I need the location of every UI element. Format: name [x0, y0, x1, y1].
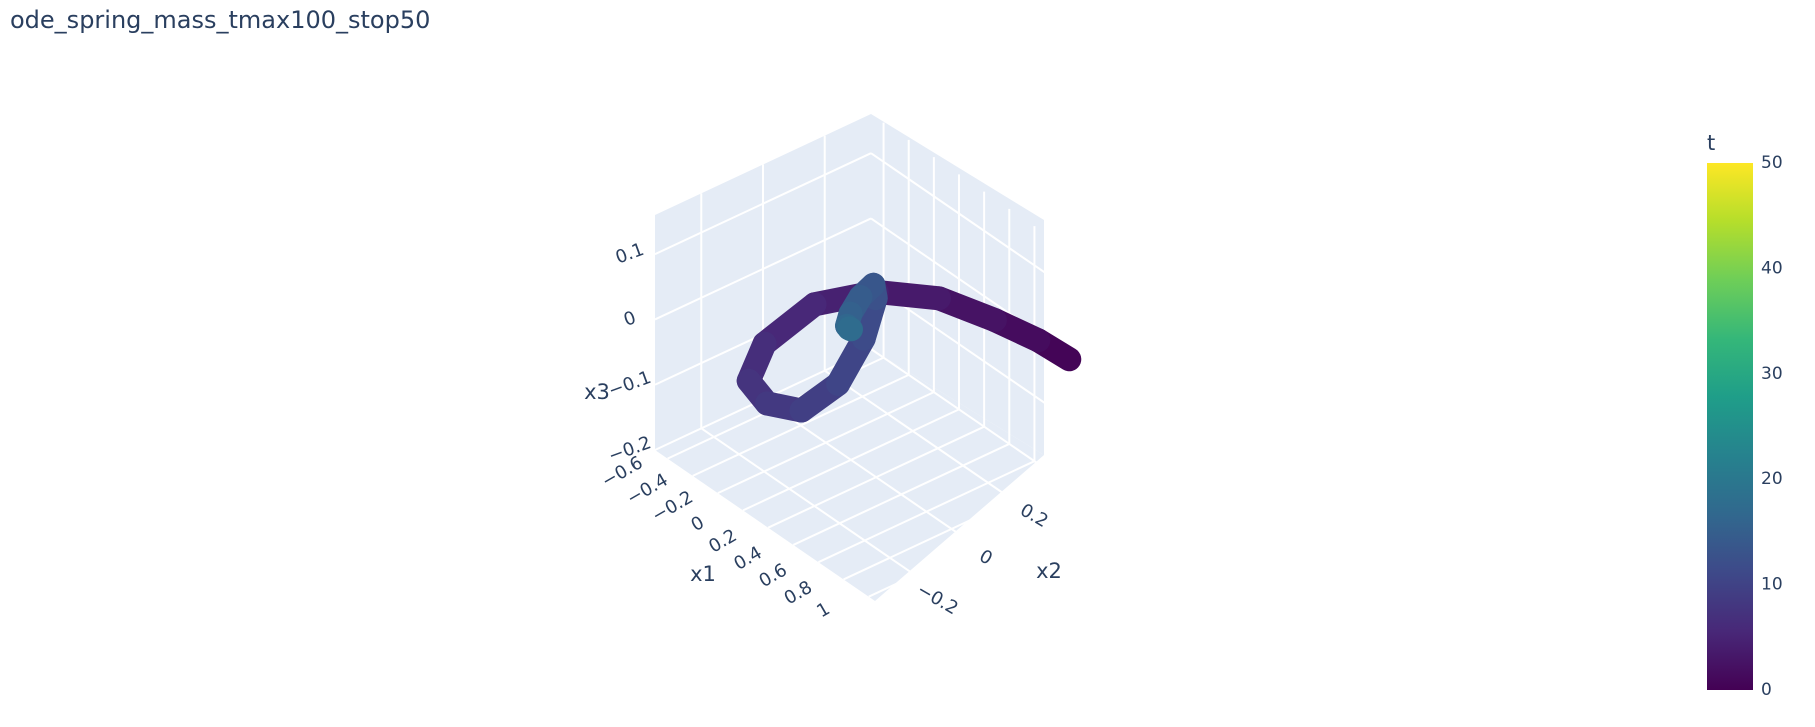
grid-line-x2: [762, 398, 984, 552]
back-wall-right: [871, 114, 1044, 455]
x2-tick-label: 0.2: [1016, 500, 1051, 533]
colorbar: t 0 10 20 30 40 50: [1707, 131, 1783, 700]
colorbar-tick-label: 20: [1761, 469, 1783, 489]
x2-tick-label: −0.2: [913, 579, 961, 619]
colorbar-tick-label: 40: [1761, 258, 1783, 278]
grid-line-x2: [700, 427, 922, 581]
colorbar-title: t: [1707, 131, 1715, 155]
floor-wall: [655, 349, 1044, 601]
x3-tick-label: 0.1: [613, 239, 647, 269]
colorbar-tick-label: 0: [1761, 680, 1772, 700]
colorbar-tick-label: 10: [1761, 575, 1783, 595]
x1-tick-label: 1: [813, 598, 833, 622]
grid-line-x3: [654, 217, 872, 321]
x3-axis-label: x3: [584, 380, 610, 404]
grid-line-x3: [654, 152, 872, 256]
x3-tick-label: 0: [621, 307, 639, 331]
colorbar-gradient: [1707, 163, 1753, 690]
grid-line-x3: [870, 152, 1092, 305]
x1-tick-label: 0.8: [781, 577, 816, 610]
chart-title: ode_spring_mass_tmax100_stop50: [10, 6, 431, 34]
x3-tick-label: −0.1: [606, 367, 654, 402]
colorbar-tick-label: 30: [1761, 364, 1783, 384]
trajectory-line: [736, 272, 1082, 423]
grid-line-x2: [824, 369, 1046, 523]
x2-tick-label: 0: [976, 546, 996, 570]
colorbar-tick-label: 50: [1761, 153, 1783, 173]
x2-axis-label: x2: [1036, 559, 1062, 583]
grid-line-x3: [870, 282, 1092, 436]
3d-scene[interactable]: −0.6−0.4−0.200.20.40.60.81 −0.200.2−0.2−0…: [584, 114, 1092, 622]
trajectory-segment: [837, 316, 863, 342]
x1-axis-label: x1: [690, 562, 716, 586]
scene-grid: [654, 122, 1092, 598]
axis-labels: x1 x2 x3: [584, 380, 1062, 586]
x1-tick-label: 0: [688, 512, 708, 536]
grid-line-x3: [870, 348, 1092, 501]
